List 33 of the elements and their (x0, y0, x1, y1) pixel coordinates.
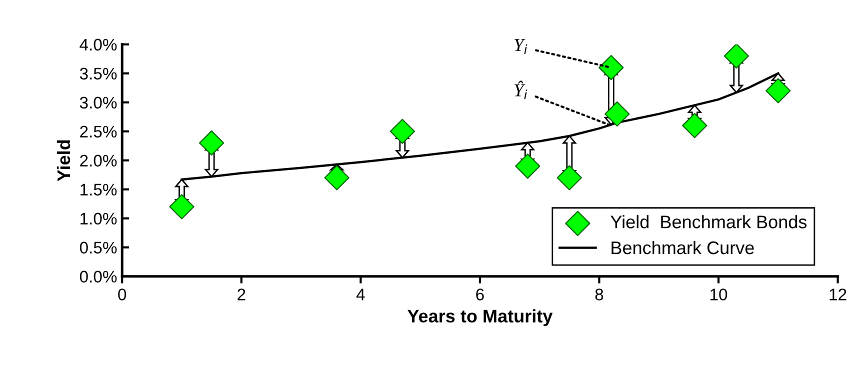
y-tick-label: 2.0% (80, 154, 117, 167)
x-tick-label: 12 (830, 288, 846, 300)
point (169, 194, 194, 220)
x-tick-label: 4 (356, 288, 365, 300)
y-tick-label: 3.5% (80, 68, 117, 80)
x-tick-label: 10 (710, 288, 728, 300)
annotation: Y$_{i}$ (514, 39, 528, 54)
y-tick-label: 3.0% (80, 96, 117, 109)
y-tick-label: 1.0% (80, 212, 117, 225)
y-tick-label: 0.5% (80, 242, 117, 254)
point (598, 54, 624, 80)
x-axis-title: Years to Maturity (408, 309, 553, 326)
point (556, 165, 582, 190)
point (682, 112, 708, 138)
point (724, 44, 749, 69)
y-tick-label: 0.0% (80, 270, 117, 283)
y-tick-label: 1.5% (80, 184, 117, 196)
annotation: Ŷ$_{i}$ (514, 80, 528, 100)
point (766, 78, 791, 104)
x-tick-label: 8 (595, 288, 604, 300)
point (324, 165, 350, 190)
x-tick-label: 6 (476, 288, 484, 300)
point (515, 154, 540, 179)
x-tick-label: 2 (238, 288, 246, 300)
legend-label: Benchmark Curve (612, 240, 754, 254)
y-axis-title: Yield (56, 140, 70, 182)
point (198, 130, 224, 156)
y-tick-label: 4.0% (80, 38, 117, 51)
point (390, 118, 416, 144)
legend-label: Yield Benchmark Bonds (610, 215, 807, 228)
point (604, 101, 630, 127)
x-tick-label: 0 (118, 288, 126, 300)
y-tick-label: 2.5% (80, 126, 117, 138)
